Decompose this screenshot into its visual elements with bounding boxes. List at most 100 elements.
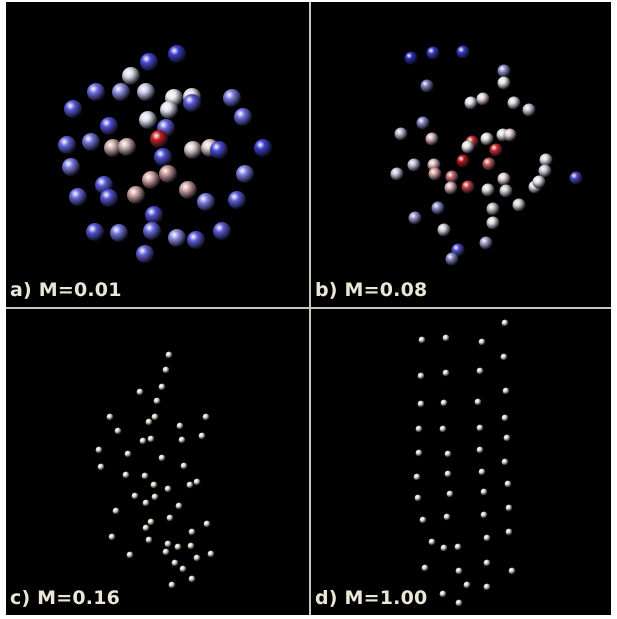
sphere	[461, 180, 475, 194]
sphere	[147, 435, 155, 443]
sphere	[95, 446, 103, 454]
sphere	[440, 544, 448, 552]
sphere	[118, 138, 136, 156]
sphere	[501, 319, 509, 327]
sphere	[140, 53, 158, 71]
sphere	[145, 536, 153, 544]
panel-d-canvas	[413, 319, 516, 607]
sphere	[178, 436, 186, 444]
sphere	[174, 543, 182, 551]
sphere	[126, 551, 134, 559]
sphere	[417, 400, 425, 408]
sphere	[114, 427, 122, 435]
sphere	[193, 554, 201, 562]
sphere	[153, 397, 161, 405]
sphere	[198, 432, 206, 440]
sphere	[137, 83, 155, 101]
sphere	[62, 158, 80, 176]
sphere	[415, 449, 423, 457]
sphere	[236, 165, 254, 183]
sphere	[168, 45, 186, 63]
sphere	[186, 481, 194, 489]
sphere	[180, 462, 188, 470]
sphere	[483, 583, 491, 591]
sphere	[500, 353, 508, 361]
sphere	[124, 450, 132, 458]
panel-b-label: b) M=0.08	[315, 279, 428, 301]
sphere	[483, 559, 491, 567]
sphere	[165, 351, 173, 359]
sphere	[188, 528, 196, 536]
sphere	[154, 148, 172, 166]
sphere	[131, 492, 139, 500]
sphere	[416, 116, 430, 130]
sphere	[404, 51, 418, 65]
sphere	[158, 383, 166, 391]
sphere	[179, 181, 197, 199]
sphere	[461, 140, 475, 154]
sphere	[455, 567, 463, 575]
sphere	[501, 414, 509, 422]
sphere	[478, 468, 486, 476]
sphere	[419, 516, 427, 524]
sphere	[522, 103, 536, 117]
sphere	[141, 472, 149, 480]
sphere	[166, 514, 174, 522]
sphere	[100, 189, 118, 207]
sphere	[228, 191, 246, 209]
sphere	[142, 499, 150, 507]
sphere	[476, 92, 490, 106]
sphere	[444, 450, 452, 458]
sphere	[532, 175, 546, 189]
sphere	[445, 252, 459, 266]
sphere	[183, 94, 201, 112]
sphere	[142, 171, 160, 189]
sphere	[483, 534, 491, 542]
sphere	[150, 481, 158, 489]
sphere	[164, 540, 172, 548]
sphere	[184, 141, 202, 159]
sphere	[504, 480, 512, 488]
panel-a-canvas	[58, 45, 272, 263]
sphere	[489, 143, 503, 157]
sphere	[425, 132, 439, 146]
sphere	[147, 518, 155, 526]
sphere	[417, 372, 425, 380]
sphere	[164, 485, 172, 493]
sphere	[254, 139, 272, 157]
sphere	[188, 575, 196, 583]
sphere	[413, 473, 421, 481]
sphere	[503, 128, 517, 142]
sphere	[445, 170, 459, 184]
sphere	[420, 79, 434, 93]
panel-c: c) M=0.16	[6, 309, 309, 615]
sphere	[538, 164, 552, 178]
sphere	[176, 422, 184, 430]
sphere	[106, 413, 114, 421]
sphere	[431, 201, 445, 215]
sphere	[207, 550, 215, 558]
panel-b: b) M=0.08	[311, 2, 611, 307]
sphere	[478, 338, 486, 346]
sphere	[437, 223, 451, 237]
sphere	[569, 171, 583, 185]
sphere	[501, 458, 509, 466]
sphere	[187, 231, 205, 249]
sphere	[497, 76, 511, 90]
sphere	[202, 413, 210, 421]
sphere	[187, 542, 195, 550]
sphere	[112, 83, 130, 101]
sphere	[145, 418, 153, 426]
sphere	[69, 188, 87, 206]
sphere	[476, 367, 484, 375]
sphere	[150, 130, 168, 148]
sphere	[151, 413, 159, 421]
sphere	[112, 507, 120, 515]
sphere	[442, 334, 450, 342]
sphere	[480, 488, 488, 496]
sphere	[145, 206, 163, 224]
sphere	[464, 96, 478, 110]
sphere	[213, 222, 231, 240]
panel-c-canvas	[95, 351, 215, 589]
figure-grid: a) M=0.01 b) M=0.08 c) M=0.16 d) M=1.00	[6, 2, 611, 615]
